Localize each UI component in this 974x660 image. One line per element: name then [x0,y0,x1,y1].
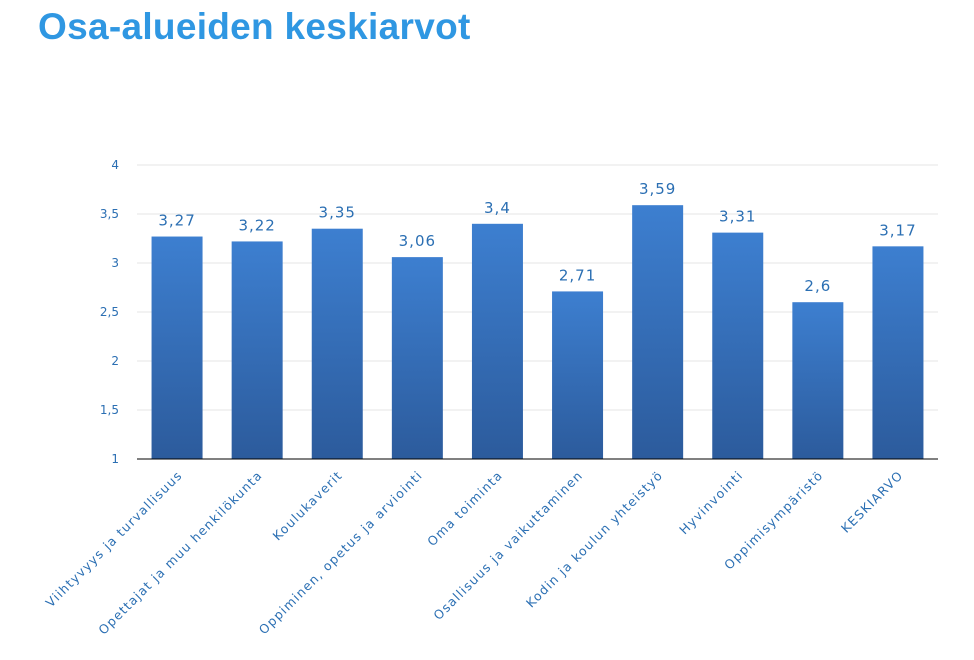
bar [471,223,523,459]
data-labels: 3,27 3,22 3,35 3,06 3,4 2,71 3,59 3,31 2,6 3,17 [158,180,916,295]
data-label: 2,6 [804,277,831,295]
x-tick-label: Osallisuus ja vaikuttaminen [430,468,585,623]
bar [151,236,203,459]
data-label: 3,31 [719,208,756,226]
data-label: 3,17 [879,221,916,239]
x-tick-label: Oma toiminta [424,468,505,549]
data-label: 3,35 [319,204,356,222]
bar [632,205,684,459]
x-tick-label: Koulukaverit [270,468,346,544]
bar [391,257,443,459]
bar [872,246,924,459]
bar [231,241,283,459]
x-tick-label: Oppiminen, opetus ja arviointi [256,468,426,638]
y-tick-label: 1 [111,452,119,466]
bar [311,228,363,459]
y-axis-tick-labels: 1 1,5 2 2,5 3 3,5 4 [100,158,119,466]
y-tick-label: 4 [111,158,119,172]
y-tick-label: 3,5 [100,207,119,221]
x-tick-label: Viihtyvyys ja turvallisuus [43,468,186,611]
x-tick-label: KESKIARVO [838,468,906,536]
bars [151,205,924,459]
x-tick-label: Opettajat ja muu henkilökunta [95,468,265,638]
y-tick-label: 2,5 [100,305,119,319]
bar [792,302,844,459]
bar [712,232,764,459]
data-label: 3,27 [158,212,195,230]
data-label: 3,59 [639,180,676,198]
y-tick-label: 2 [111,354,119,368]
y-tick-label: 1,5 [100,403,119,417]
data-label: 2,71 [559,266,596,284]
data-label: 3,22 [238,216,275,234]
data-label: 3,4 [484,199,511,217]
x-tick-label: Kodin ja koulun yhteistyö [523,468,666,611]
x-tick-label: Hyvinvointi [676,468,746,538]
page-title: Osa-alueiden keskiarvot [38,6,471,47]
bar [552,291,604,459]
y-tick-label: 3 [111,256,119,270]
data-label: 3,06 [399,232,436,250]
